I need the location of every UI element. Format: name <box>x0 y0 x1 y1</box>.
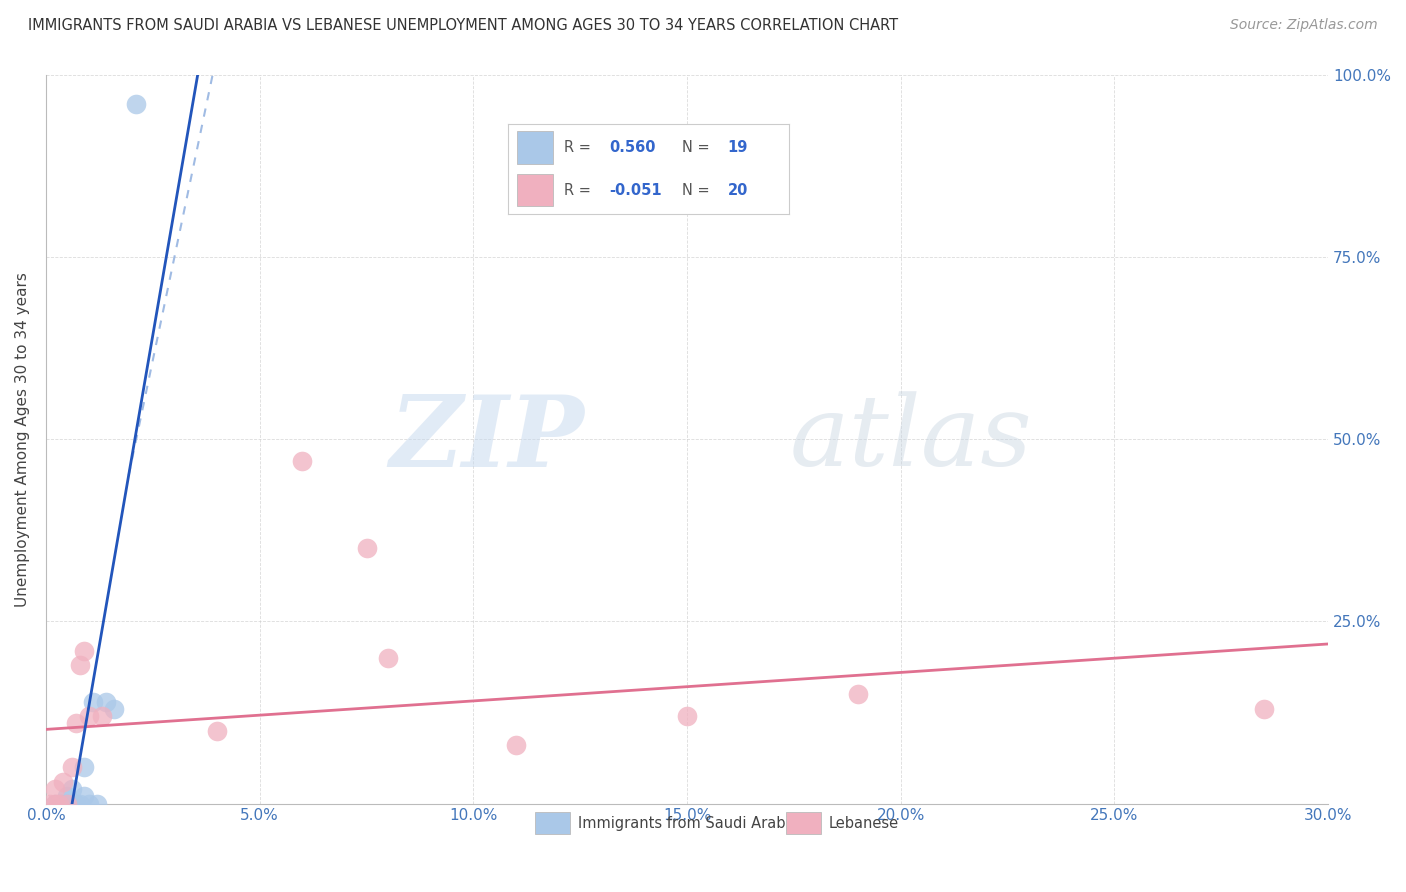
Text: Source: ZipAtlas.com: Source: ZipAtlas.com <box>1230 18 1378 32</box>
Point <box>52 774 75 789</box>
Point <box>356 541 378 556</box>
Point <box>77 797 100 811</box>
Text: -0.051: -0.051 <box>609 183 662 198</box>
Text: N =: N = <box>682 183 710 198</box>
Point <box>48 797 70 811</box>
Point <box>44 797 66 811</box>
Point <box>52 797 75 811</box>
Point <box>82 694 104 708</box>
Point <box>73 643 96 657</box>
Point <box>56 797 79 811</box>
Text: IMMIGRANTS FROM SAUDI ARABIA VS LEBANESE UNEMPLOYMENT AMONG AGES 30 TO 34 YEARS : IMMIGRANTS FROM SAUDI ARABIA VS LEBANESE… <box>28 18 898 33</box>
Point <box>86 797 108 811</box>
Point <box>846 687 869 701</box>
Text: ZIP: ZIP <box>389 391 585 487</box>
Point <box>377 650 399 665</box>
Text: R =: R = <box>564 183 591 198</box>
Point <box>52 797 75 811</box>
Point <box>69 797 91 811</box>
Point <box>73 760 96 774</box>
Point <box>69 658 91 673</box>
Text: 19: 19 <box>727 140 748 155</box>
Point <box>676 709 699 723</box>
Point <box>44 797 66 811</box>
Point <box>125 96 148 111</box>
Point <box>205 723 228 738</box>
FancyBboxPatch shape <box>516 174 553 206</box>
Y-axis label: Unemployment Among Ages 30 to 34 years: Unemployment Among Ages 30 to 34 years <box>15 272 30 607</box>
Point <box>73 789 96 804</box>
Text: Lebanese: Lebanese <box>828 816 898 830</box>
FancyBboxPatch shape <box>516 131 553 163</box>
Point <box>60 760 83 774</box>
Text: N =: N = <box>682 140 710 155</box>
Point <box>77 709 100 723</box>
Point <box>60 797 83 811</box>
Point <box>65 797 87 811</box>
Point <box>56 797 79 811</box>
Text: 0.560: 0.560 <box>609 140 655 155</box>
Point <box>90 709 112 723</box>
Point <box>103 702 125 716</box>
Point <box>48 797 70 811</box>
Point <box>39 797 62 811</box>
Text: Immigrants from Saudi Arabia: Immigrants from Saudi Arabia <box>578 816 799 830</box>
Point <box>291 454 314 468</box>
Point <box>94 694 117 708</box>
Point <box>60 782 83 797</box>
Point <box>65 797 87 811</box>
Point <box>1253 702 1275 716</box>
Point <box>44 782 66 797</box>
Text: atlas: atlas <box>790 392 1032 487</box>
Point <box>505 739 527 753</box>
Point <box>65 716 87 731</box>
Point <box>56 789 79 804</box>
Text: R =: R = <box>564 140 591 155</box>
Text: 20: 20 <box>727 183 748 198</box>
